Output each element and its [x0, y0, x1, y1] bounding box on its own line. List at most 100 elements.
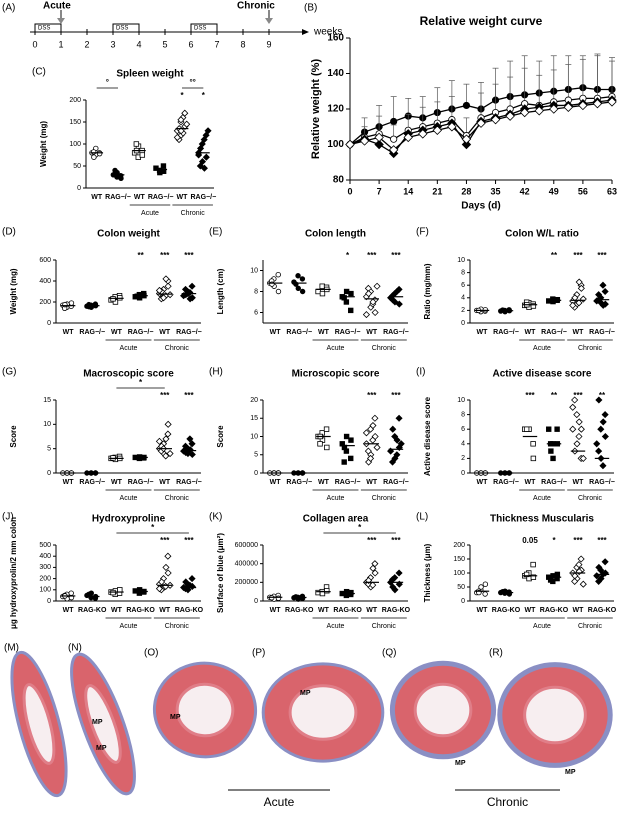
- x-tick-label: RAG−/−: [190, 194, 216, 201]
- marker: [323, 426, 330, 432]
- marker: [554, 426, 560, 432]
- y-tick-label: 0: [254, 598, 258, 605]
- y-tick-label: 10: [250, 267, 258, 274]
- marker: [599, 301, 607, 309]
- y-tick-label: 100: [39, 587, 51, 594]
- marker: [599, 462, 607, 470]
- marker: [343, 288, 350, 295]
- marker: [482, 591, 488, 597]
- marker: [365, 290, 373, 298]
- marker: [319, 283, 325, 289]
- panel-label: (H): [209, 367, 223, 378]
- marker: [348, 307, 354, 314]
- x-tick-label: WT: [63, 329, 75, 336]
- marker: [388, 458, 397, 466]
- y-axis-label: μg hydroxyprolin/2 mm colon: [9, 517, 18, 629]
- y-axis-label: Active disease score: [423, 396, 432, 476]
- x-tick-label: RAG−/−: [383, 479, 409, 486]
- marker: [90, 149, 97, 155]
- x-tick-label: RAG-KO: [588, 607, 617, 614]
- tissue-inner: [22, 683, 56, 765]
- marker: [183, 120, 191, 128]
- marker: [607, 97, 617, 107]
- mp-label: MP: [96, 745, 107, 752]
- marker: [324, 588, 330, 594]
- panel-label: (K): [209, 512, 222, 523]
- x-tick-label: WT: [159, 479, 171, 486]
- x-tick-label: RAG-KO: [285, 607, 314, 614]
- y-tick-label: 15: [43, 397, 51, 404]
- marker: [595, 577, 603, 585]
- x-tick-label: WT: [159, 329, 171, 336]
- marker: [164, 430, 172, 438]
- y-axis-label: Score: [9, 425, 18, 448]
- marker: [348, 437, 354, 443]
- significance: ***: [367, 391, 377, 400]
- marker: [295, 285, 301, 292]
- x-tick-label: RAG−/−: [176, 329, 202, 336]
- marker: [499, 589, 506, 595]
- y-tick-label: 0: [47, 320, 51, 327]
- marker: [295, 273, 301, 279]
- y-tick-label: 160: [327, 33, 344, 44]
- x-tick-label: 42: [520, 186, 530, 196]
- group-label: Acute: [533, 495, 551, 502]
- marker: [573, 440, 581, 448]
- marker: [319, 290, 326, 297]
- image-label: (Q): [382, 648, 396, 659]
- tissue-inner: [175, 682, 235, 738]
- marker: [579, 580, 587, 588]
- y-tick-label: 2: [461, 455, 465, 462]
- marker: [200, 136, 208, 144]
- marker: [577, 555, 585, 563]
- x-axis-label: Days (d): [461, 201, 500, 212]
- marker: [374, 132, 384, 143]
- significance: ***: [391, 536, 401, 545]
- panel-label: (I): [416, 367, 425, 378]
- comparison-label: *: [358, 523, 362, 532]
- week-label: 9: [266, 39, 271, 49]
- marker: [393, 287, 401, 296]
- marker: [550, 455, 556, 462]
- significance: ***: [160, 536, 170, 545]
- chart-title: Colon length: [305, 229, 366, 240]
- x-tick-label: WT: [366, 329, 378, 336]
- marker: [601, 411, 609, 419]
- dss-label: DSS: [194, 26, 206, 32]
- marker: [447, 122, 457, 132]
- marker: [530, 441, 536, 447]
- marker: [601, 558, 609, 566]
- marker: [575, 418, 583, 426]
- marker: [160, 163, 167, 169]
- marker: [523, 571, 530, 578]
- panel-label: (C): [32, 67, 46, 78]
- marker: [173, 133, 181, 141]
- marker: [164, 552, 172, 560]
- marker: [348, 290, 354, 297]
- y-tick-label: 10: [457, 257, 465, 264]
- y-tick-label: 8: [461, 269, 465, 276]
- tissue-inner: [523, 685, 587, 745]
- y-axis-label: Length (cm): [216, 268, 225, 314]
- y-tick-label: 0: [47, 598, 51, 605]
- significance: ***: [573, 536, 583, 545]
- marker: [571, 396, 579, 404]
- y-tick-label: 500: [39, 542, 51, 549]
- x-tick-label: WT: [573, 329, 585, 336]
- histology-image: [389, 660, 497, 760]
- y-tick-label: 400: [39, 553, 51, 560]
- y-tick-label: 80: [333, 175, 345, 186]
- x-tick-label: WT: [366, 607, 378, 614]
- x-tick-label: RAG−/−: [383, 329, 409, 336]
- x-tick-label: RAG−/−: [105, 194, 131, 201]
- significance: *: [202, 91, 206, 100]
- panel-label: (D): [2, 227, 16, 238]
- marker: [478, 584, 484, 590]
- week-label: 3: [110, 39, 115, 49]
- x-tick-label: RAG−/−: [493, 479, 519, 486]
- x-tick-label: 49: [549, 186, 559, 196]
- y-tick-label: 10: [43, 421, 51, 428]
- marker: [389, 583, 397, 591]
- marker: [389, 296, 397, 304]
- marker: [569, 403, 577, 411]
